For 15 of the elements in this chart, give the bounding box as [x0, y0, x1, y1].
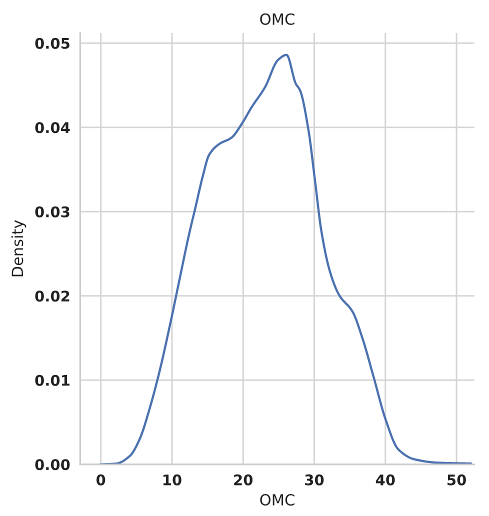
y-tick-label: 0.05	[35, 38, 70, 49]
y-tick-label: 0.02	[35, 290, 70, 302]
x-tick-label: 50	[448, 474, 466, 486]
y-axis-title: Density	[11, 220, 26, 276]
chart-title: OMC	[260, 13, 294, 25]
x-tick-label: 40	[376, 474, 395, 486]
x-tick-label: 30	[305, 474, 324, 486]
y-tick-label: 0.00	[35, 459, 70, 470]
y-tick-label: 0.04	[35, 122, 70, 134]
x-tick-label: 0	[96, 474, 106, 486]
x-axis-title: OMC	[260, 494, 294, 506]
x-tick-label: 20	[234, 474, 253, 486]
y-tick-label: 0.01	[35, 374, 70, 386]
x-tick-label: 10	[163, 474, 182, 486]
y-tick-label: 0.03	[35, 206, 70, 218]
